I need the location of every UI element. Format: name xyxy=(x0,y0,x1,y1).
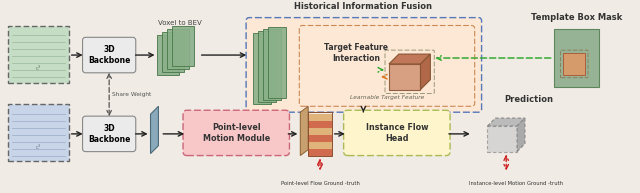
Polygon shape xyxy=(150,106,159,154)
Bar xyxy=(308,114,332,121)
Text: Template Box Mask: Template Box Mask xyxy=(531,13,622,22)
Bar xyxy=(488,126,517,152)
Bar xyxy=(308,121,332,128)
Bar xyxy=(157,35,179,75)
Text: Prediction: Prediction xyxy=(504,95,554,104)
Text: Point-level Flow Ground -truth: Point-level Flow Ground -truth xyxy=(280,181,360,186)
Bar xyxy=(8,104,68,162)
Bar xyxy=(389,64,420,90)
FancyBboxPatch shape xyxy=(246,18,481,112)
Text: 3D
Backbone: 3D Backbone xyxy=(88,124,131,144)
Text: Instance Flow
Head: Instance Flow Head xyxy=(365,123,428,143)
Text: Point-level
Motion Module: Point-level Motion Module xyxy=(203,123,270,143)
Bar xyxy=(258,31,276,102)
Polygon shape xyxy=(517,118,525,152)
FancyBboxPatch shape xyxy=(344,110,450,156)
Bar xyxy=(263,30,280,100)
Bar xyxy=(253,33,271,104)
Text: Target Feature
Interaction: Target Feature Interaction xyxy=(324,43,388,63)
Text: Instance-level Motion Ground -truth: Instance-level Motion Ground -truth xyxy=(469,181,563,186)
Polygon shape xyxy=(420,54,430,90)
Bar xyxy=(8,25,68,83)
FancyBboxPatch shape xyxy=(83,116,136,152)
Bar xyxy=(554,30,599,87)
Text: c³: c³ xyxy=(36,145,41,150)
Bar xyxy=(308,142,332,149)
FancyBboxPatch shape xyxy=(183,110,289,156)
Polygon shape xyxy=(488,118,525,126)
FancyBboxPatch shape xyxy=(300,25,475,106)
Text: Learnable Target Feature: Learnable Target Feature xyxy=(350,95,424,100)
FancyBboxPatch shape xyxy=(83,37,136,73)
Text: Voxel to BEV: Voxel to BEV xyxy=(158,19,202,25)
Bar xyxy=(308,149,332,156)
Text: Historical Information Fusion: Historical Information Fusion xyxy=(294,2,433,11)
Bar xyxy=(563,53,585,75)
Bar xyxy=(268,27,285,98)
Text: Share Weight: Share Weight xyxy=(112,92,151,97)
Bar xyxy=(163,32,184,72)
Text: c³: c³ xyxy=(36,66,41,71)
Bar xyxy=(172,26,194,66)
Text: 3D
Backbone: 3D Backbone xyxy=(88,45,131,65)
Bar xyxy=(308,112,332,156)
Polygon shape xyxy=(389,54,430,64)
Polygon shape xyxy=(300,106,308,156)
Bar xyxy=(308,135,332,142)
Bar xyxy=(308,128,332,135)
Bar xyxy=(167,30,189,69)
